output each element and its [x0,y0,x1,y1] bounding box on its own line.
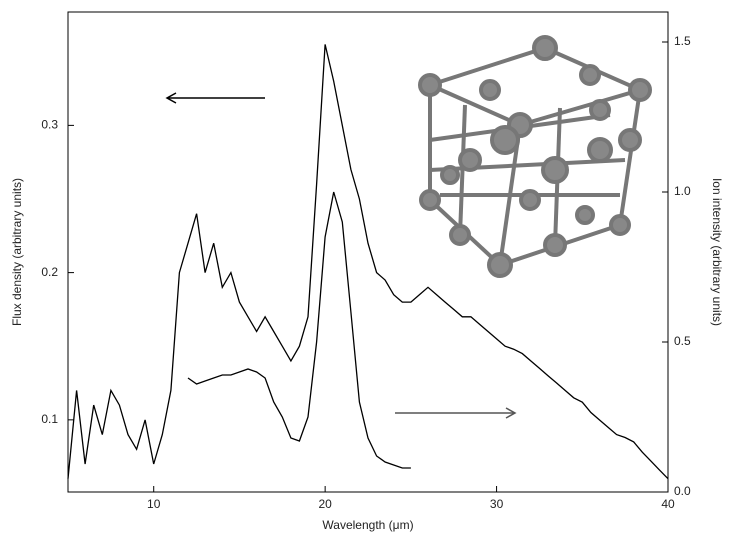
x-axis-label: Wavelength (μm) [322,518,413,532]
y-tick-label: 0.1 [41,412,58,426]
x-tick-label: 30 [490,497,504,511]
y2-tick-label: 0.5 [674,334,691,348]
arrows [165,92,517,419]
data-line [67,44,669,480]
x-tick-label: 40 [661,497,675,511]
y2-axis-label: Ion intensity (arbitrary units) [710,178,724,326]
y2-tick-label: 0.0 [674,484,691,498]
y-axis-label: Flux density (arbitrary units) [10,178,24,326]
x-tick-label: 20 [318,497,332,511]
y2-tick-label: 1.0 [674,184,691,198]
y-tick-label: 0.3 [41,118,58,132]
cube-illustration [418,35,652,278]
x-tick-label: 10 [147,497,161,511]
plot-frame [67,11,669,493]
data-line [187,191,411,469]
y2-tick-label: 1.5 [674,34,691,48]
y-tick-label: 0.2 [41,265,58,279]
